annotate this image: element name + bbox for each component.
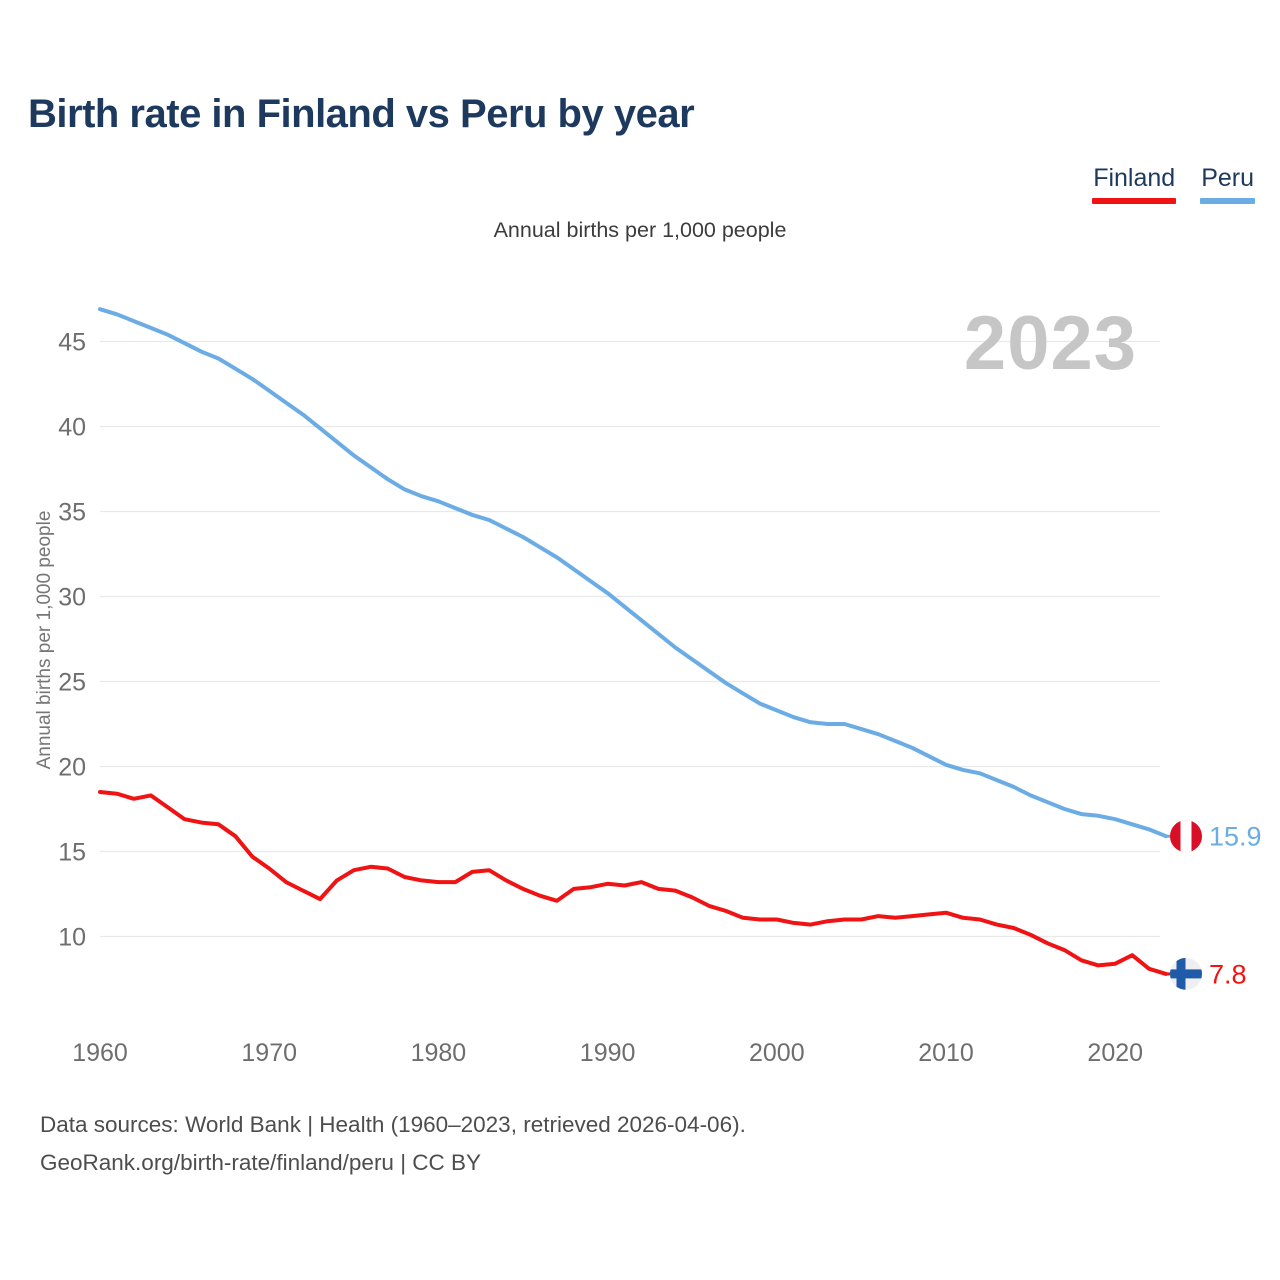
finland-end-value: 7.8 bbox=[1209, 959, 1247, 989]
x-tick-label: 2020 bbox=[1087, 1039, 1143, 1067]
peru-color-bar bbox=[1200, 198, 1255, 204]
y-tick-label: 40 bbox=[58, 414, 86, 442]
legend-label-peru: Peru bbox=[1201, 164, 1254, 192]
y-tick-label: 20 bbox=[58, 754, 86, 782]
y-tick-label: 25 bbox=[58, 669, 86, 697]
peru-flag-icon bbox=[1170, 820, 1202, 853]
series-lines bbox=[98, 307, 1168, 976]
legend: Finland Peru bbox=[1092, 164, 1255, 204]
x-axis-tick-labels: 1960 1970 1980 1990 2000 2010 2020 bbox=[72, 1039, 1143, 1067]
legend-item-finland[interactable]: Finland bbox=[1092, 164, 1177, 204]
x-tick-label: 1970 bbox=[241, 1039, 297, 1067]
gridlines bbox=[100, 340, 1160, 938]
y-axis-tick-labels: 10 15 20 25 30 35 40 45 bbox=[58, 329, 86, 952]
peru-end-value: 15.9 bbox=[1209, 822, 1262, 852]
finland-color-bar bbox=[1092, 198, 1177, 204]
year-watermark: 2023 bbox=[964, 301, 1137, 386]
x-tick-label: 1990 bbox=[580, 1039, 636, 1067]
y-tick-label: 10 bbox=[58, 924, 86, 952]
legend-item-peru[interactable]: Peru bbox=[1200, 164, 1255, 204]
peru-line bbox=[98, 307, 1168, 839]
x-tick-label: 2000 bbox=[749, 1039, 805, 1067]
y-tick-label: 35 bbox=[58, 499, 86, 527]
x-tick-label: 1960 bbox=[72, 1039, 128, 1067]
footer: Data sources: World Bank | Health (1960–… bbox=[40, 1106, 746, 1182]
footer-source-line: Data sources: World Bank | Health (1960–… bbox=[40, 1112, 746, 1137]
finland-line bbox=[98, 790, 1168, 976]
legend-label-finland: Finland bbox=[1093, 164, 1176, 192]
page-title: Birth rate in Finland vs Peru by year bbox=[28, 92, 695, 136]
x-tick-label: 2010 bbox=[918, 1039, 974, 1067]
finland-flag-icon bbox=[1170, 957, 1202, 990]
y-tick-label: 30 bbox=[58, 584, 86, 612]
y-tick-label: 45 bbox=[58, 329, 86, 357]
series-end-markers: 15.9 7.8 bbox=[1166, 820, 1262, 990]
x-tick-label: 1980 bbox=[411, 1039, 467, 1067]
y-tick-label: 15 bbox=[58, 839, 86, 867]
footer-attribution-line: GeoRank.org/birth-rate/finland/peru | CC… bbox=[40, 1150, 482, 1175]
chart-subtitle: Annual births per 1,000 people bbox=[493, 218, 787, 242]
